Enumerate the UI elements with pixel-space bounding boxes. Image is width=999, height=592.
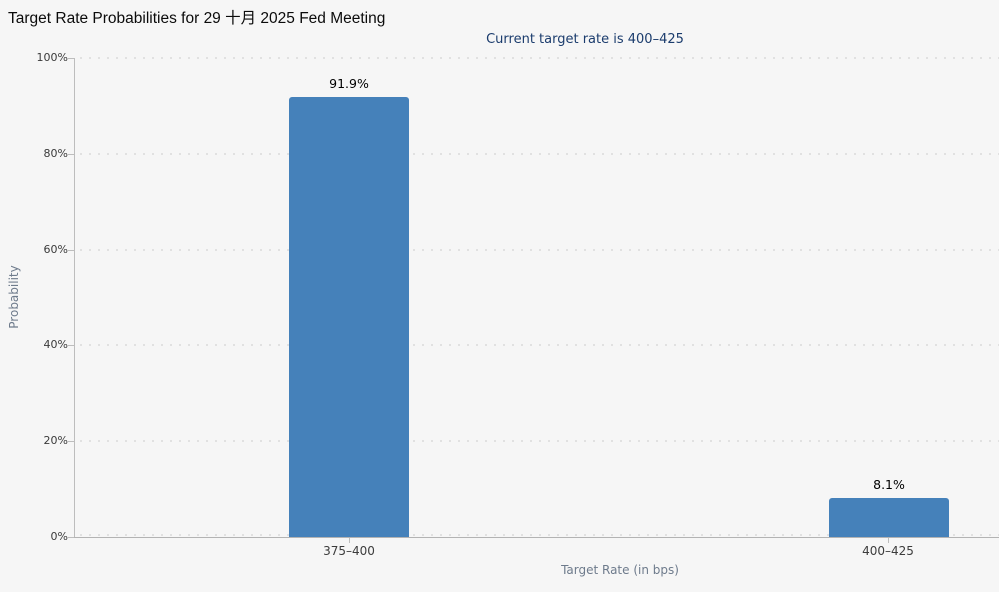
y-tick <box>68 58 74 59</box>
y-tick-label: 20% <box>43 434 68 447</box>
gridline-60 <box>80 249 999 251</box>
gridline-20 <box>80 440 999 442</box>
bar-400-425[interactable] <box>829 498 949 537</box>
y-axis-line <box>74 58 75 537</box>
bar-value-label: 8.1% <box>873 477 905 492</box>
bar-375-400[interactable] <box>289 97 409 537</box>
gridline-100 <box>80 57 999 59</box>
y-tick-label: 60% <box>43 243 68 256</box>
y-tick <box>68 345 74 346</box>
y-tick <box>68 250 74 251</box>
x-axis-title: Target Rate (in bps) <box>561 563 679 577</box>
y-tick-label: 100% <box>36 51 68 64</box>
bar-value-label: 91.9% <box>329 76 369 91</box>
x-tick-label: 375–400 <box>323 544 375 558</box>
y-axis-title: Probability <box>7 265 21 329</box>
y-tick <box>68 537 74 538</box>
gridline-0 <box>80 534 999 536</box>
gridline-80 <box>80 153 999 155</box>
chart-subtitle: Current target rate is 400–425 <box>486 32 684 47</box>
x-axis-line <box>74 537 999 538</box>
y-tick-label: 40% <box>43 338 68 351</box>
y-tick <box>68 154 74 155</box>
x-tick <box>888 538 889 543</box>
y-tick-label: 0% <box>50 530 68 543</box>
x-tick <box>349 538 350 543</box>
y-tick-label: 80% <box>43 147 68 160</box>
y-tick <box>68 441 74 442</box>
gridline-40 <box>80 344 999 346</box>
chart-title: Target Rate Probabilities for 29 十月 2025… <box>8 10 386 27</box>
x-tick-label: 400–425 <box>862 544 914 558</box>
